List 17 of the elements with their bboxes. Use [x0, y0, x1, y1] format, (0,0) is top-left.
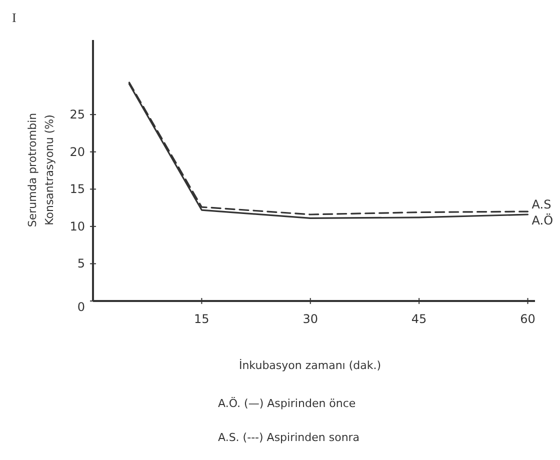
y-axis-title: Serumda protrombin Konsantrasyonu (%) [26, 112, 56, 228]
series-label: A.Ö [532, 213, 554, 228]
x-tick-label: 60 [520, 312, 536, 326]
text: A.Ö. (—) Aspirinden önce [218, 396, 356, 410]
series-label: A.S [532, 198, 552, 212]
y-tick-label: 25 [70, 108, 85, 122]
y-tick-label: 20 [70, 144, 85, 159]
y-tick-label: 15 [70, 182, 85, 196]
y-tick-label: 10 [70, 219, 85, 234]
text: A.S. (---) Aspirinden sonra [218, 431, 360, 444]
x-axis-title: İnkubasyon zamanı (dak.) [238, 358, 382, 372]
x-tick-label: 45 [411, 312, 427, 326]
chart-title: I [12, 10, 16, 25]
y-tick-label: 0 [77, 300, 85, 314]
x-tick-label: 30 [302, 312, 318, 326]
y-tick-label: 5 [77, 256, 85, 271]
x-tick-label: 15 [194, 312, 210, 326]
